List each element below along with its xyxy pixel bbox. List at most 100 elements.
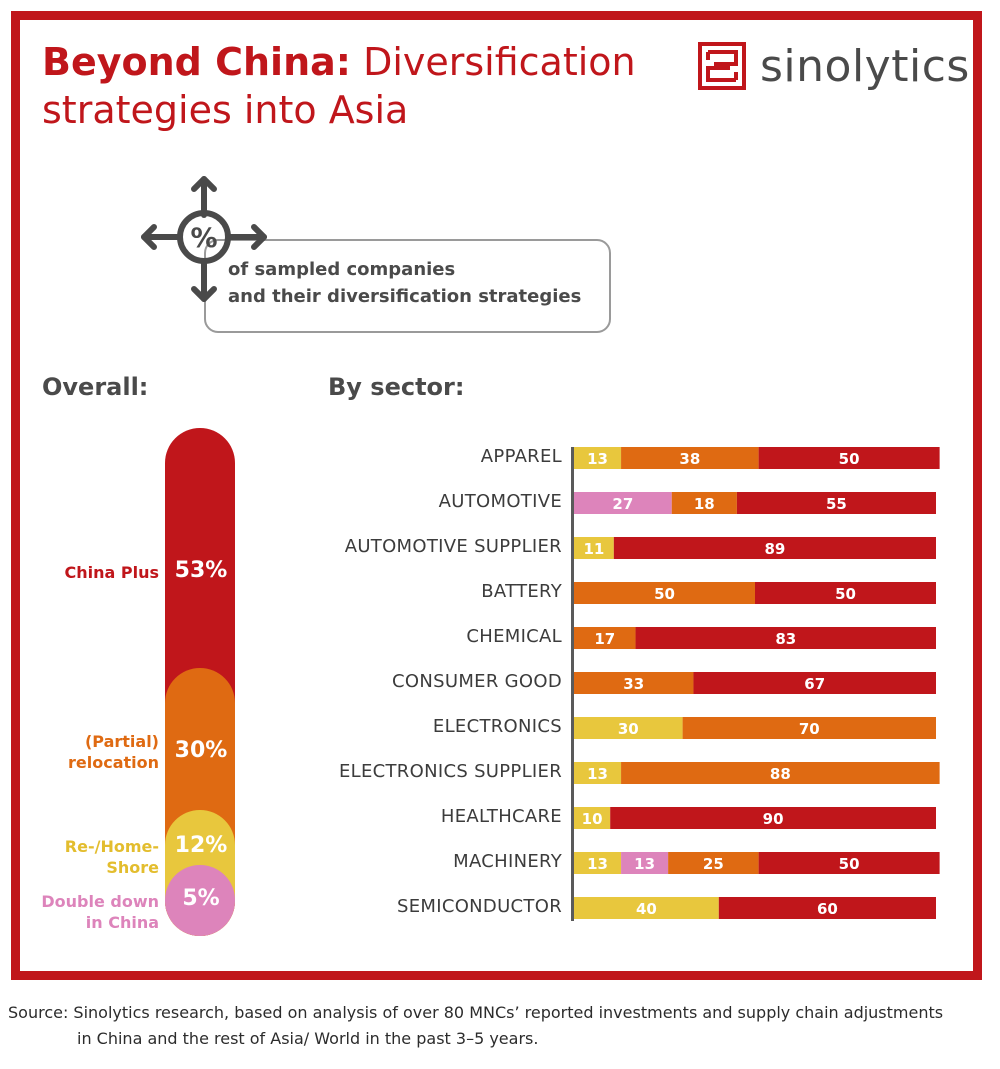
bar-segment xyxy=(574,537,614,559)
bar-segment xyxy=(574,672,694,694)
bar-segment xyxy=(610,807,936,829)
overall-label: Re-/Home- Shore xyxy=(19,836,159,878)
sector-label: AUTOMOTIVE SUPPLIER xyxy=(344,536,562,557)
red-frame xyxy=(11,11,982,980)
bar-segment xyxy=(574,447,622,469)
bar-segment xyxy=(718,897,936,919)
sector-label: SEMICONDUCTOR xyxy=(396,896,562,917)
bar-segment xyxy=(668,852,759,874)
overall-label-line2: relocation xyxy=(67,753,159,772)
bar-segment xyxy=(613,537,936,559)
bar-segment xyxy=(671,492,737,514)
bar-value-label: 70 xyxy=(799,720,820,738)
bar-value-label: 67 xyxy=(804,675,825,693)
bar-value-label: 50 xyxy=(654,585,675,603)
bar-value-label: 89 xyxy=(764,540,785,558)
overall-percent: 12% xyxy=(174,833,228,858)
bar-segment xyxy=(574,717,683,739)
overall-label-line2: in China xyxy=(85,913,159,932)
overall-label: China Plus xyxy=(19,562,160,583)
bar-value-label: 88 xyxy=(770,765,791,783)
bar-segment xyxy=(574,897,719,919)
overall-label-line1: Double down xyxy=(41,892,159,911)
bar-segment xyxy=(758,852,940,874)
sector-label: CONSUMER GOOD xyxy=(392,671,562,692)
bar-segment xyxy=(635,627,936,649)
percent-arrows-icon: % xyxy=(141,176,267,302)
legend-line1: of sampled companies xyxy=(228,259,456,280)
bar-segment xyxy=(574,762,622,784)
source-line2: in China and the rest of Asia/ World in … xyxy=(77,1029,539,1048)
bar-segment xyxy=(621,852,669,874)
overall-label-line1: (Partial) xyxy=(84,732,159,751)
bar-value-label: 10 xyxy=(582,810,603,828)
sector-label: AUTOMOTIVE xyxy=(438,491,562,512)
bar-value-label: 50 xyxy=(835,585,856,603)
bar-value-label: 13 xyxy=(587,855,608,873)
overall-percent: 53% xyxy=(174,558,228,583)
overall-percent: 5% xyxy=(182,886,220,911)
title-bold: Beyond China: xyxy=(42,40,351,84)
sector-label: CHEMICAL xyxy=(466,626,562,647)
bar-value-label: 90 xyxy=(763,810,784,828)
bar-value-label: 50 xyxy=(839,450,860,468)
bar-value-label: 55 xyxy=(826,495,847,513)
overall-percent: 30% xyxy=(174,738,228,763)
bar-value-label: 30 xyxy=(618,720,639,738)
sector-label: MACHINERY xyxy=(453,851,562,872)
overall-label-line1: Re-/Home- xyxy=(64,837,159,856)
overall-label-line1: China Plus xyxy=(64,562,160,582)
sector-label: BATTERY xyxy=(481,581,562,602)
sector-label: HEALTHCARE xyxy=(440,806,562,827)
sector-label: ELECTRONICS xyxy=(432,716,562,737)
bar-value-label: 13 xyxy=(587,450,608,468)
bar-value-label: 33 xyxy=(623,675,644,693)
sector-label: APPAREL xyxy=(480,446,562,467)
bar-segment xyxy=(693,672,936,694)
bar-segment xyxy=(574,852,622,874)
maze-square-icon xyxy=(698,42,746,90)
percent-symbol: % xyxy=(190,223,217,254)
overall-segment xyxy=(165,865,235,936)
bar-value-label: 18 xyxy=(694,495,715,513)
bar-segment xyxy=(758,447,940,469)
bar-segment xyxy=(574,582,755,604)
title-rest: Diversification xyxy=(363,40,636,84)
bar-value-label: 17 xyxy=(594,630,615,648)
bar-value-label: 25 xyxy=(703,855,724,873)
bar-segment xyxy=(621,762,940,784)
bar-segment xyxy=(682,717,936,739)
bar-value-label: 13 xyxy=(587,765,608,783)
bar-segment xyxy=(574,492,672,514)
logo: sinolytics xyxy=(698,40,970,92)
title-line2: strategies into Asia xyxy=(42,88,409,132)
bar-segment xyxy=(574,807,611,829)
bar-value-label: 40 xyxy=(636,900,657,918)
bar-value-label: 27 xyxy=(612,495,633,513)
bar-value-label: 38 xyxy=(679,450,700,468)
overall-label: (Partial) relocation xyxy=(19,731,159,773)
bar-segment xyxy=(621,447,759,469)
sector-bar-chart: 13 38 50 27 18 55 11 89 50 50 17 83 33 67 30 70 13 88 10 90… xyxy=(574,447,940,919)
bar-value-label: 83 xyxy=(775,630,796,648)
bar-value-label: 60 xyxy=(817,900,838,918)
source-note: Source: Sinolytics research, based on an… xyxy=(8,1000,993,1052)
bar-value-label: 13 xyxy=(634,855,655,873)
logo-text: sinolytics xyxy=(760,40,970,92)
legend-text: of sampled companies and their diversifi… xyxy=(228,256,581,310)
sector-heading: By sector: xyxy=(328,373,465,401)
source-line1: Source: Sinolytics research, based on an… xyxy=(8,1003,944,1022)
overall-label-line2: Shore xyxy=(106,858,159,877)
bar-value-label: 11 xyxy=(583,540,604,558)
bar-segment xyxy=(574,627,636,649)
overall-label: Double down in China xyxy=(19,891,159,933)
overall-heading: Overall: xyxy=(42,373,149,401)
bar-segment xyxy=(755,582,936,604)
page-title: Beyond China: Diversification strategies… xyxy=(42,38,636,134)
chart-axis-line xyxy=(571,447,574,921)
sector-label: ELECTRONICS SUPPLIER xyxy=(338,761,562,782)
overall-pill-chart xyxy=(165,428,235,936)
bar-value-label: 50 xyxy=(839,855,860,873)
bar-segment xyxy=(736,492,936,514)
legend-line2: and their diversification strategies xyxy=(228,286,582,307)
